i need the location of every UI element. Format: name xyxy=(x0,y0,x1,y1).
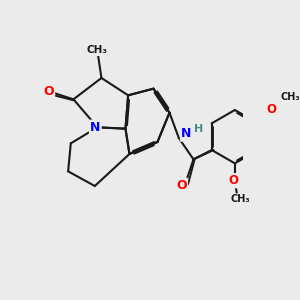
Text: CH₃: CH₃ xyxy=(230,194,250,204)
Text: H: H xyxy=(194,124,203,134)
Text: N: N xyxy=(181,128,191,140)
Text: O: O xyxy=(176,179,187,192)
Text: N: N xyxy=(90,121,101,134)
Text: O: O xyxy=(266,103,276,116)
Text: CH₃: CH₃ xyxy=(280,92,300,102)
Text: O: O xyxy=(43,85,54,98)
Text: O: O xyxy=(229,174,238,187)
Text: CH₃: CH₃ xyxy=(87,45,108,55)
